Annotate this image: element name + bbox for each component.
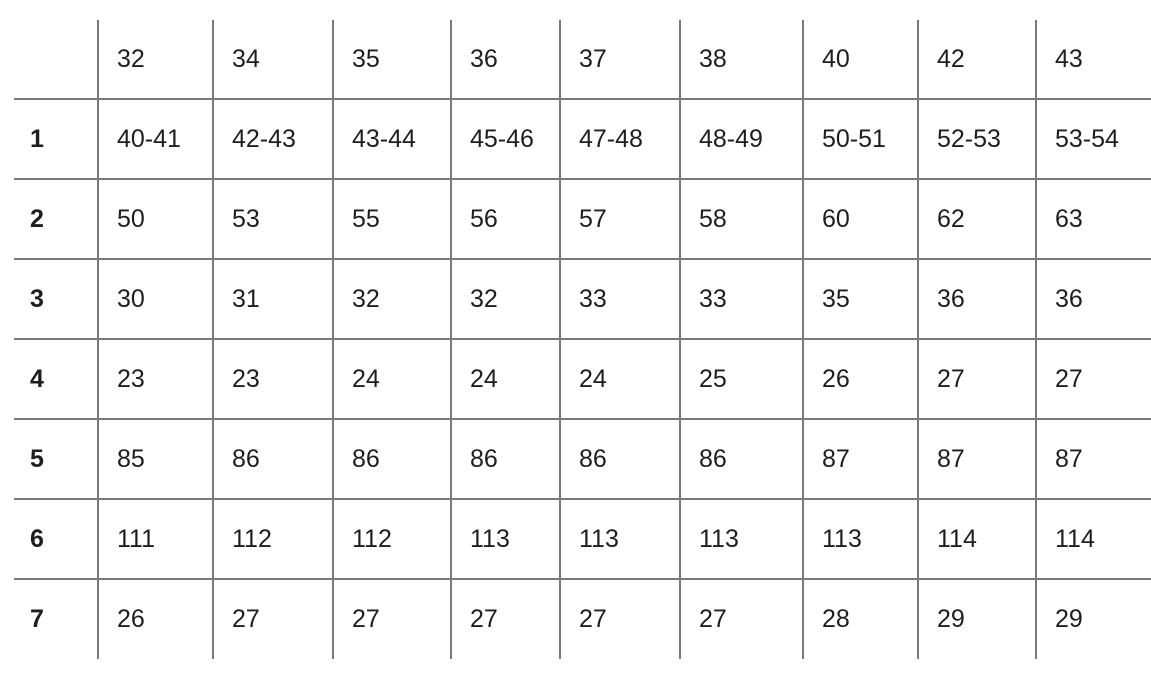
table-cell: 53-54 [1035, 98, 1151, 180]
column-header-cell: 37 [559, 20, 681, 100]
table-cell: 26 [97, 578, 214, 659]
table-cell: 57 [559, 178, 681, 260]
table-cell: 48-49 [679, 98, 804, 180]
table-cell: 114 [917, 498, 1037, 580]
table-row: 6 111 112 112 113 113 113 113 114 114 [14, 498, 1151, 580]
table-cell: 50-51 [802, 98, 919, 180]
table-cell: 58 [679, 178, 804, 260]
table-cell: 24 [450, 338, 561, 420]
row-label-cell: 7 [14, 578, 99, 659]
table-cell: 63 [1035, 178, 1151, 260]
table-cell: 85 [97, 418, 214, 500]
column-header-cell: 42 [917, 20, 1037, 100]
table-cell: 114 [1035, 498, 1151, 580]
table-cell: 28 [802, 578, 919, 659]
row-label-cell: 2 [14, 178, 99, 260]
table-cell: 27 [917, 338, 1037, 420]
size-table: 32 34 35 36 37 38 40 42 43 1 40-41 42-43 43-44 45-46 4… [14, 20, 1151, 659]
table-cell: 29 [1035, 578, 1151, 659]
column-header-cell: 34 [212, 20, 334, 100]
column-header-cell: 43 [1035, 20, 1151, 100]
table-cell: 87 [802, 418, 919, 500]
column-header-cell: 36 [450, 20, 561, 100]
table-cell: 87 [917, 418, 1037, 500]
table-cell: 111 [97, 498, 214, 580]
table-cell: 86 [450, 418, 561, 500]
table-cell: 31 [212, 258, 334, 340]
column-header-cell: 40 [802, 20, 919, 100]
table-cell: 112 [332, 498, 452, 580]
table-cell: 113 [679, 498, 804, 580]
table-cell: 24 [332, 338, 452, 420]
table-cell: 45-46 [450, 98, 561, 180]
table-cell: 86 [332, 418, 452, 500]
table-cell: 113 [450, 498, 561, 580]
row-label-cell: 4 [14, 338, 99, 420]
table-cell: 35 [802, 258, 919, 340]
table-row: 3 30 31 32 32 33 33 35 36 36 [14, 258, 1151, 340]
row-label-cell: 1 [14, 98, 99, 180]
table-cell: 40-41 [97, 98, 214, 180]
table-cell: 23 [97, 338, 214, 420]
table-cell: 42-43 [212, 98, 334, 180]
table-cell: 33 [679, 258, 804, 340]
table-cell: 27 [1035, 338, 1151, 420]
table-cell: 26 [802, 338, 919, 420]
table-cell: 86 [679, 418, 804, 500]
row-label-cell: 5 [14, 418, 99, 500]
table-cell: 87 [1035, 418, 1151, 500]
column-header-cell: 32 [97, 20, 214, 100]
table-cell: 27 [212, 578, 334, 659]
table-cell: 86 [559, 418, 681, 500]
table-cell: 30 [97, 258, 214, 340]
table-cell: 27 [332, 578, 452, 659]
table-cell: 52-53 [917, 98, 1037, 180]
table-cell: 56 [450, 178, 561, 260]
table-cell: 32 [332, 258, 452, 340]
table-cell: 47-48 [559, 98, 681, 180]
table-cell: 23 [212, 338, 334, 420]
table-cell: 60 [802, 178, 919, 260]
row-label-cell: 3 [14, 258, 99, 340]
column-header-cell: 38 [679, 20, 804, 100]
row-label-cell: 6 [14, 498, 99, 580]
table-cell: 112 [212, 498, 334, 580]
table-cell: 36 [917, 258, 1037, 340]
column-header-cell: 35 [332, 20, 452, 100]
row-label-cell [14, 20, 99, 100]
table-row: 1 40-41 42-43 43-44 45-46 47-48 48-49 50-51 52-5… [14, 98, 1151, 180]
table-cell: 33 [559, 258, 681, 340]
table-row: 7 26 27 27 27 27 27 28 29 29 [14, 578, 1151, 659]
table-row: 4 23 23 24 24 24 25 26 27 27 [14, 338, 1151, 420]
table-cell: 32 [450, 258, 561, 340]
table-row: 2 50 53 55 56 57 58 60 62 63 [14, 178, 1151, 260]
table-cell: 55 [332, 178, 452, 260]
table-cell: 62 [917, 178, 1037, 260]
table-row: 5 85 86 86 86 86 86 87 87 87 [14, 418, 1151, 500]
table-cell: 29 [917, 578, 1037, 659]
header-row: 32 34 35 36 37 38 40 42 43 [14, 20, 1151, 100]
table-cell: 113 [802, 498, 919, 580]
table-cell: 27 [559, 578, 681, 659]
table-cell: 24 [559, 338, 681, 420]
table-cell: 27 [450, 578, 561, 659]
table-cell: 43-44 [332, 98, 452, 180]
table-cell: 50 [97, 178, 214, 260]
table-cell: 113 [559, 498, 681, 580]
table-cell: 86 [212, 418, 334, 500]
table-cell: 36 [1035, 258, 1151, 340]
table-cell: 53 [212, 178, 334, 260]
table-cell: 25 [679, 338, 804, 420]
table-cell: 27 [679, 578, 804, 659]
